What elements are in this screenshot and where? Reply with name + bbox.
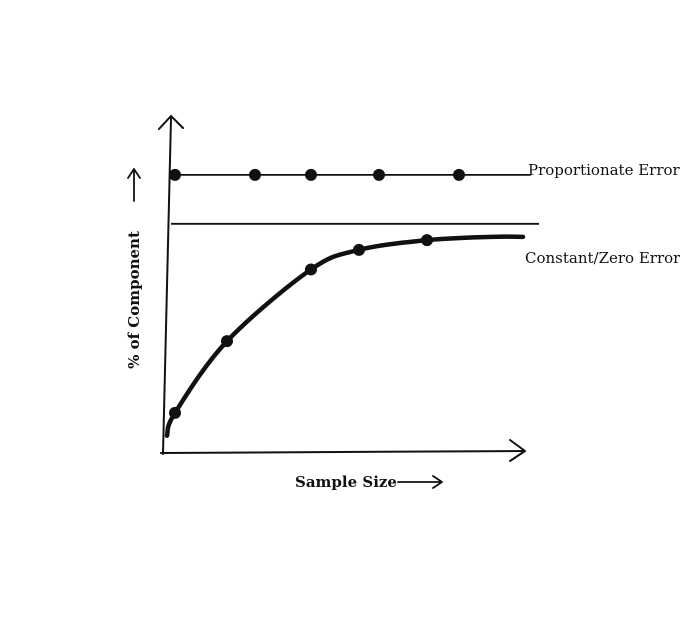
data-point-s1-3 [353,243,365,256]
data-point-s1-4 [421,234,433,247]
y-axis-arrowhead [158,115,184,130]
data-point-s0-3 [373,168,385,181]
x-axis-label: Sample Size [295,473,397,491]
series-label-constant-zero-error: Constant/Zero Error [525,249,680,267]
data-point-s0-2 [305,168,317,181]
x-axis-arrowhead [509,439,526,462]
series-label-proportionate-error: Proportionate Error [528,161,680,179]
x-axis-label-arrow [397,475,443,489]
data-point-s1-1 [221,335,233,348]
data-point-s0-0 [169,168,181,181]
data-point-s1-0 [169,406,181,419]
data-points [169,168,465,419]
y-axis-label: % of Component [125,231,143,369]
data-point-s0-4 [453,168,465,181]
data-point-s0-1 [249,168,261,181]
axes [158,115,526,462]
x-axis [160,450,525,454]
y-axis-label-arrow [127,168,141,202]
data-point-s1-2 [305,263,317,276]
y-axis [162,117,172,455]
constant-zero-error-curve [164,234,526,438]
